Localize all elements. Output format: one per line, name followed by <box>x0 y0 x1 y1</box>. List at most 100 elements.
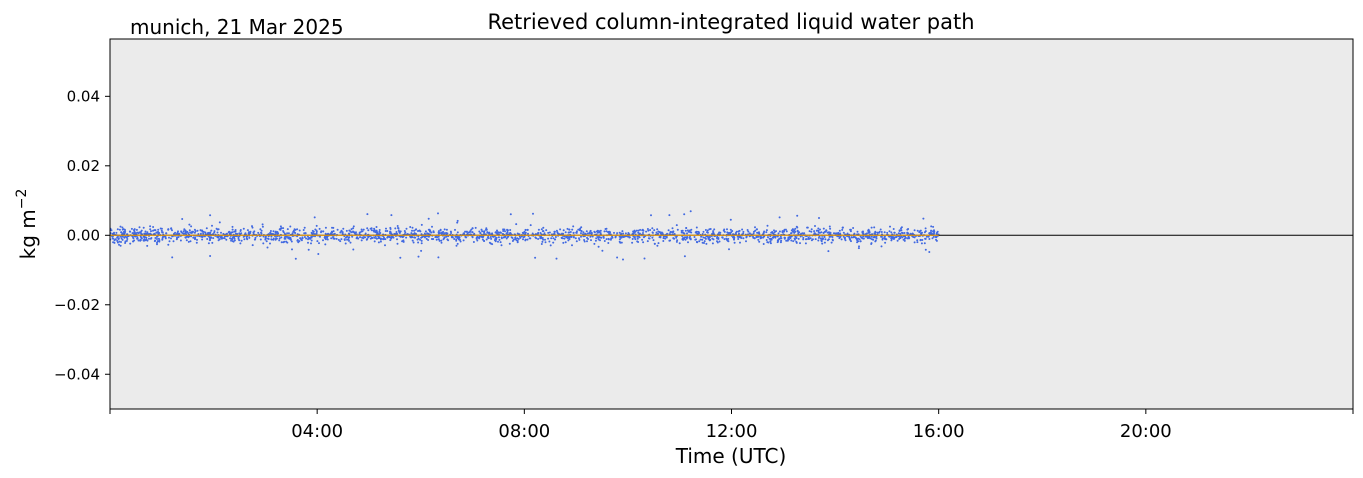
scatter-point <box>455 239 458 242</box>
scatter-point <box>488 232 491 235</box>
scatter-point <box>330 230 333 233</box>
scatter-point <box>121 235 124 238</box>
scatter-point <box>619 241 622 244</box>
scatter-point <box>620 241 623 244</box>
scatter-point <box>638 236 641 239</box>
scatter-point <box>190 235 193 238</box>
scatter-point <box>873 236 876 239</box>
scatter-point <box>765 229 768 232</box>
scatter-point <box>723 238 726 241</box>
scatter-point <box>676 239 679 242</box>
scatter-point <box>765 231 768 234</box>
scatter-point <box>886 231 889 234</box>
scatter-point <box>279 225 282 228</box>
scatter-point <box>386 230 389 232</box>
scatter-point <box>401 235 404 238</box>
scatter-point <box>285 240 288 243</box>
scatter-point <box>307 237 310 240</box>
scatter-point <box>149 237 152 240</box>
scatter-point <box>188 223 191 226</box>
scatter-point <box>155 235 158 238</box>
scatter-point <box>870 235 873 238</box>
scatter-point <box>502 228 505 231</box>
scatter-point <box>734 232 737 234</box>
scatter-point <box>673 233 675 236</box>
scatter-point <box>187 240 190 243</box>
scatter-point <box>209 231 212 234</box>
scatter-point <box>799 242 801 245</box>
scatter-point <box>702 230 705 233</box>
scatter-point <box>580 226 583 229</box>
scatter-point <box>356 236 359 239</box>
scatter-point <box>631 241 634 244</box>
scatter-point <box>485 227 488 230</box>
scatter-point <box>388 236 391 239</box>
scatter-point <box>506 229 509 232</box>
scatter-point <box>566 235 569 238</box>
scatter-point <box>607 242 610 244</box>
scatter-point <box>857 247 860 250</box>
scatter-point <box>572 225 575 228</box>
scatter-point <box>296 239 299 242</box>
scatter-point <box>932 230 934 233</box>
scatter-point <box>189 240 192 243</box>
scatter-point <box>510 236 513 239</box>
scatter-point <box>634 236 636 238</box>
scatter-point <box>454 228 456 231</box>
scatter-point <box>272 230 275 233</box>
scatter-point <box>907 237 910 240</box>
scatter-point <box>721 236 724 239</box>
scatter-point <box>340 238 343 241</box>
scatter-point <box>291 233 294 235</box>
scatter-point <box>727 232 730 235</box>
scatter-point <box>568 228 571 231</box>
scatter-point <box>154 239 157 242</box>
scatter-point <box>680 229 683 232</box>
scatter-point <box>504 230 506 233</box>
scatter-point <box>742 237 745 240</box>
scatter-point <box>171 256 174 259</box>
scatter-point <box>822 232 825 234</box>
scatter-point <box>509 229 512 231</box>
scatter-point <box>556 231 559 234</box>
scatter-point <box>162 235 165 238</box>
scatter-point <box>745 235 748 238</box>
scatter-point <box>646 228 649 230</box>
scatter-point <box>708 236 711 239</box>
scatter-point <box>596 231 599 234</box>
scatter-point <box>784 228 787 231</box>
scatter-point <box>912 236 915 238</box>
scatter-point <box>590 239 592 242</box>
scatter-point <box>906 231 909 234</box>
scatter-point <box>588 232 591 235</box>
scatter-point <box>641 238 644 241</box>
scatter-point <box>544 238 546 241</box>
scatter-point <box>417 241 420 244</box>
scatter-point <box>135 228 138 231</box>
scatter-point <box>609 231 611 234</box>
scatter-point <box>465 236 468 239</box>
scatter-point <box>149 228 152 231</box>
scatter-point <box>881 238 884 241</box>
scatter-point <box>171 229 173 232</box>
scatter-point <box>550 237 553 240</box>
scatter-point <box>651 231 654 234</box>
scatter-point <box>431 225 433 228</box>
scatter-point <box>741 228 744 231</box>
scatter-point <box>876 231 879 234</box>
scatter-point <box>778 237 781 240</box>
scatter-point <box>262 242 265 245</box>
scatter-point <box>642 232 644 234</box>
scatter-point <box>389 228 392 230</box>
scatter-point <box>146 244 149 247</box>
scatter-point <box>537 228 540 231</box>
scatter-point <box>555 257 558 260</box>
scatter-point <box>671 227 674 230</box>
scatter-point <box>248 236 251 239</box>
scatter-point <box>170 237 172 240</box>
scatter-point <box>478 230 481 233</box>
scatter-point <box>322 239 324 242</box>
scatter-point <box>599 229 602 232</box>
scatter-point <box>148 237 150 240</box>
